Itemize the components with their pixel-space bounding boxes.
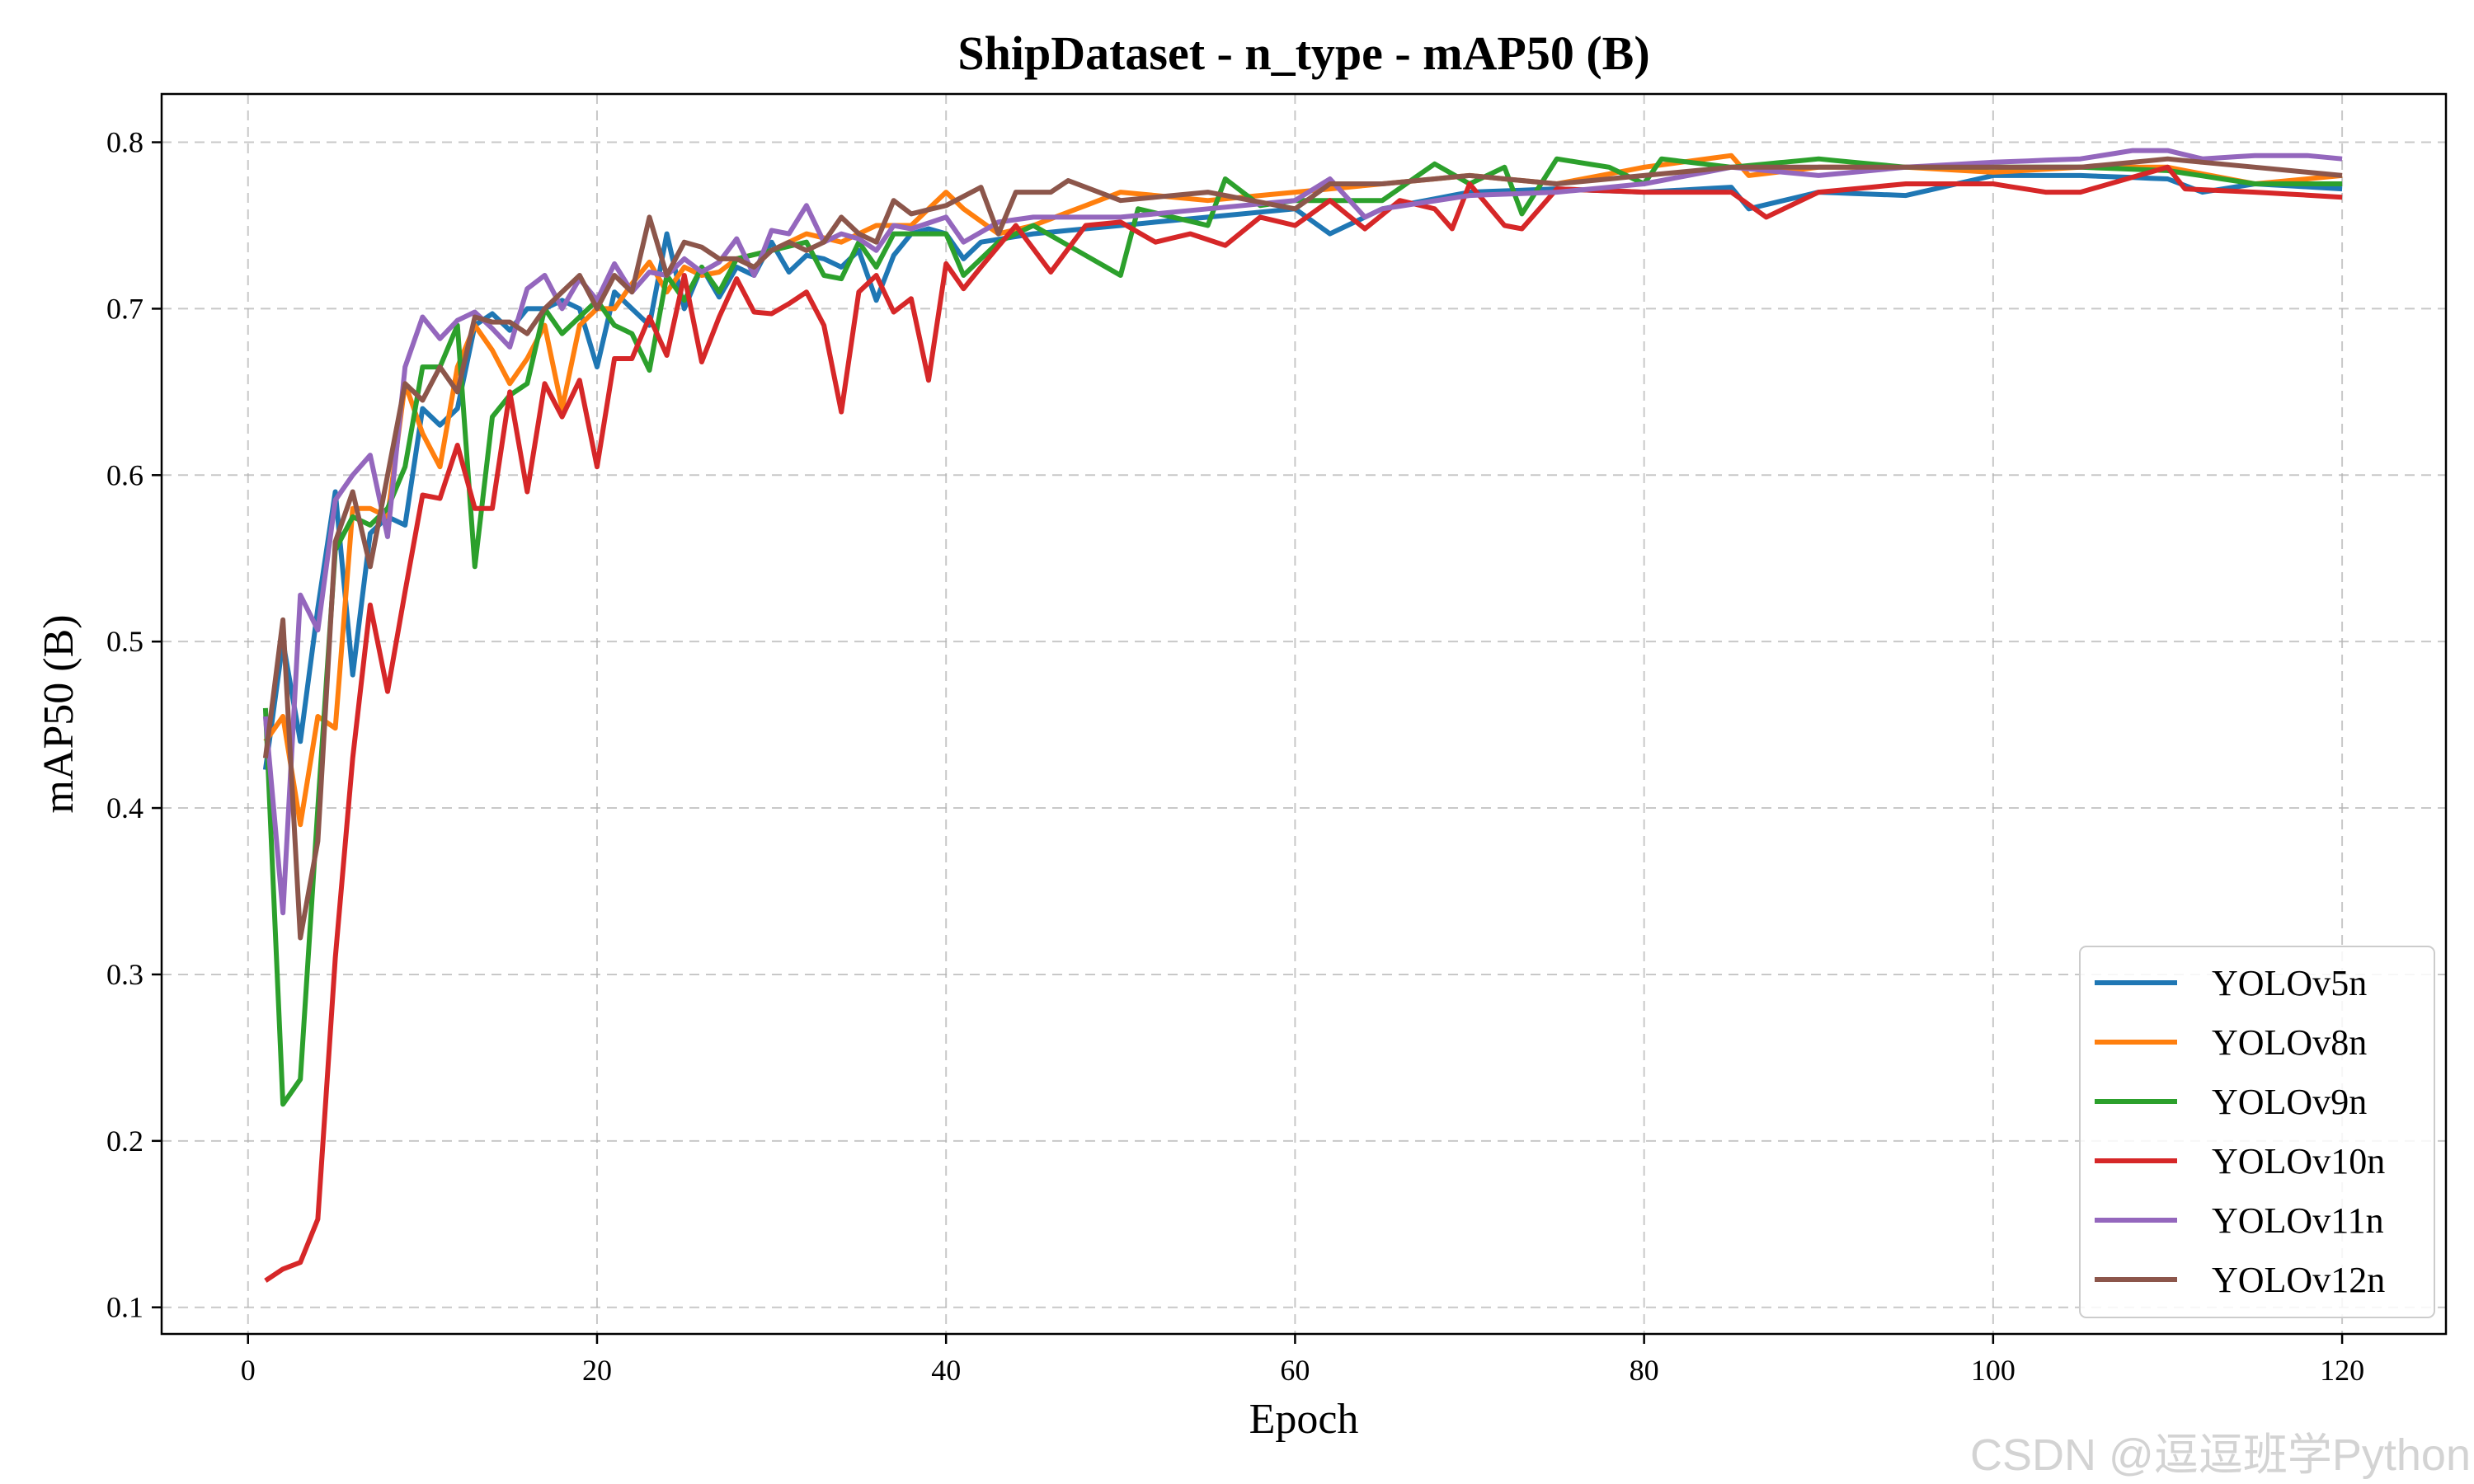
series-line-yolov10n	[264, 164, 2343, 1283]
x-tick-label: 20	[582, 1354, 612, 1387]
y-tick-label: 0.3	[106, 958, 143, 991]
x-axis-label: Epoch	[1249, 1396, 1359, 1443]
series-line-yolov5n	[262, 172, 2343, 771]
x-tick-label: 60	[1280, 1354, 1310, 1387]
plot-frame	[160, 92, 2448, 1336]
y-tick-label: 0.4	[106, 791, 143, 824]
legend-label-yolov9n: YOLOv9n	[2212, 1082, 2367, 1122]
watermark: CSDN @逗逗班学Python	[1970, 1430, 2471, 1480]
series-line-yolov11n	[262, 148, 2343, 916]
x-tick-label: 0	[241, 1354, 256, 1387]
legend-label-yolov5n: YOLOv5n	[2212, 963, 2367, 1003]
legend-box	[2079, 946, 2435, 1318]
legend-label-yolov8n: YOLOv8n	[2212, 1022, 2367, 1063]
x-tick-label: 40	[931, 1354, 961, 1387]
y-axis-label: mAP50 (B)	[35, 614, 82, 813]
series-line-yolov9n	[262, 156, 2343, 1107]
y-tick-label: 0.5	[106, 625, 143, 658]
legend-label-yolov10n: YOLOv10n	[2212, 1141, 2385, 1181]
y-tick-label: 0.2	[106, 1125, 143, 1158]
legend: YOLOv5n YOLOv8n YOLOv9n YOLOv10n YOLOv11n YOL…	[2079, 946, 2435, 1318]
y-tick-label: 0.8	[106, 126, 143, 159]
x-tick-label: 100	[1971, 1354, 2015, 1387]
series-line-yolov8n	[263, 153, 2343, 828]
series-line-yolov12n	[262, 156, 2343, 941]
legend-label-yolov11n: YOLOv11n	[2212, 1200, 2384, 1241]
y-tick-label: 0.1	[106, 1291, 143, 1324]
x-tick-label: 120	[2320, 1354, 2364, 1387]
series-lines	[262, 148, 2343, 1283]
x-tick-label: 80	[1630, 1354, 1659, 1387]
legend-label-yolov12n: YOLOv12n	[2212, 1260, 2385, 1300]
y-tick-label: 0.7	[106, 292, 143, 325]
y-tick-label: 0.6	[106, 458, 143, 491]
axis-ticks: 0 20 40 60 80 100 120 0.1 0.2 0.3 0.4 0.5 0.6 0.7 0.8	[106, 126, 2364, 1387]
chart-title: ShipDataset - n_type - mAP50 (B)	[957, 26, 1649, 80]
